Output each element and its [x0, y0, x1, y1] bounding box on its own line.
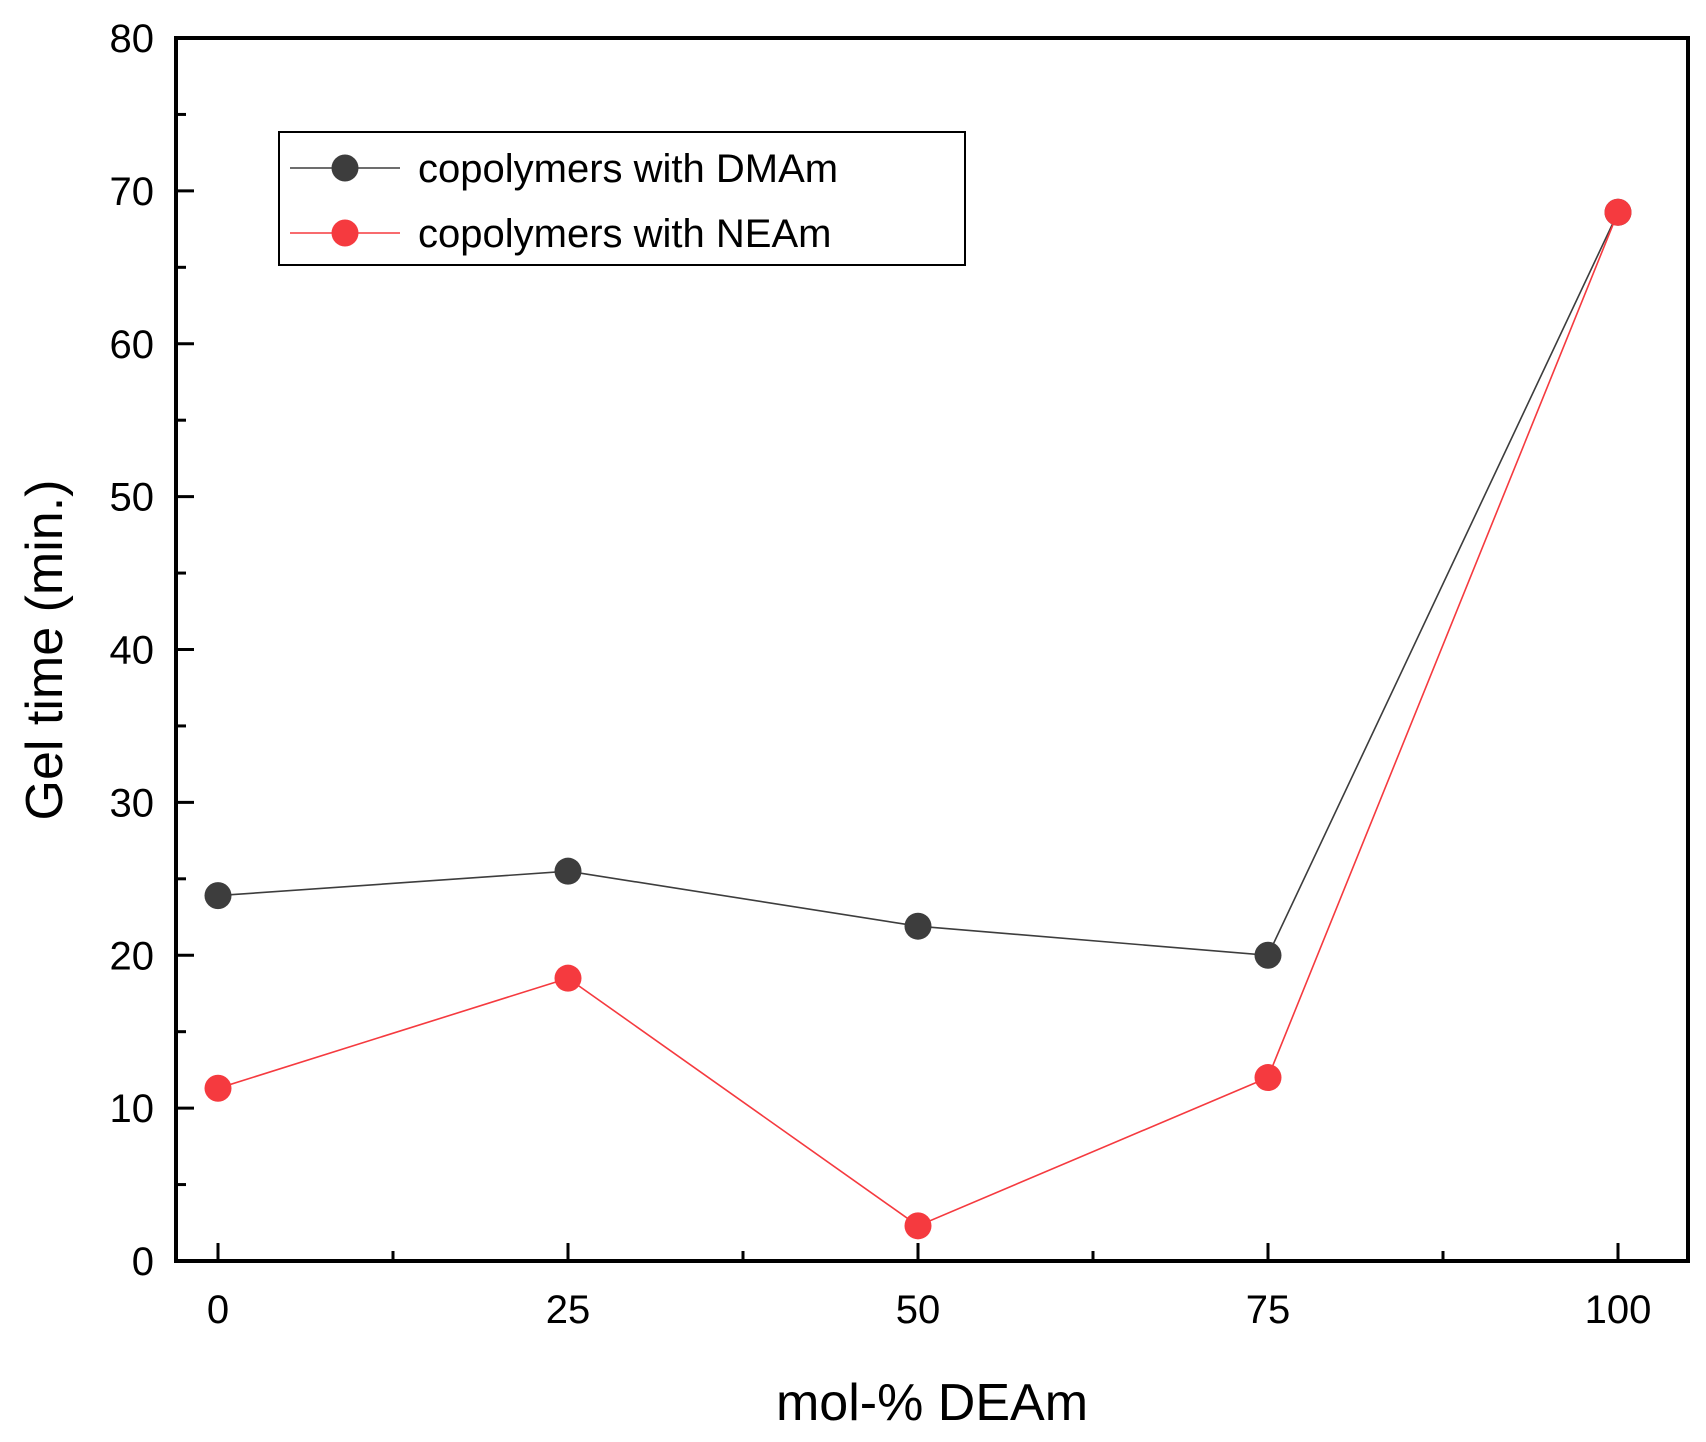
y-axis-ticks: 0 10 20 30 40 50 60 70 80 [110, 17, 194, 1284]
series-layer [204, 198, 1632, 1240]
series-line-1 [217, 211, 1619, 1227]
y-tick-label: 40 [110, 629, 155, 673]
series-1-point [1604, 198, 1632, 226]
y-tick-label: 30 [110, 781, 155, 825]
y-tick-label: 20 [110, 934, 155, 978]
y-tick-label: 80 [110, 17, 155, 61]
y-tick-label: 10 [110, 1087, 155, 1131]
x-axis-ticks: 0 25 50 75 100 [207, 1243, 1652, 1332]
series-0-point [204, 882, 232, 910]
series-0-point [1254, 941, 1282, 969]
x-tick-label: 50 [896, 1288, 941, 1332]
series-1-point [204, 1074, 232, 1102]
legend: copolymers with DMAm copolymers with NEAm [278, 131, 966, 266]
legend-marker-0 [331, 154, 359, 182]
y-axis-title: Gel time (min.) [16, 480, 74, 821]
x-tick-label: 75 [1246, 1288, 1291, 1332]
legend-box [278, 131, 966, 266]
y-tick-label: 50 [110, 476, 155, 520]
legend-label-1: copolymers with NEAm [418, 212, 831, 256]
series-1-point [904, 1212, 932, 1240]
legend-label-0: copolymers with DMAm [418, 147, 838, 191]
x-tick-label: 100 [1585, 1288, 1652, 1332]
legend-marker-1 [331, 219, 359, 247]
series-line-0 [217, 211, 1619, 957]
series-0-point [904, 912, 932, 940]
x-tick-label: 0 [207, 1288, 229, 1332]
series-0-point [554, 857, 582, 885]
x-tick-label: 25 [546, 1288, 591, 1332]
y-tick-label: 60 [110, 323, 155, 367]
y-tick-label: 0 [132, 1240, 154, 1284]
x-axis-title: mol-% DEAm [776, 1374, 1088, 1432]
series-1-point [1254, 1064, 1282, 1092]
y-tick-label: 70 [110, 170, 155, 214]
series-1-point [554, 964, 582, 992]
